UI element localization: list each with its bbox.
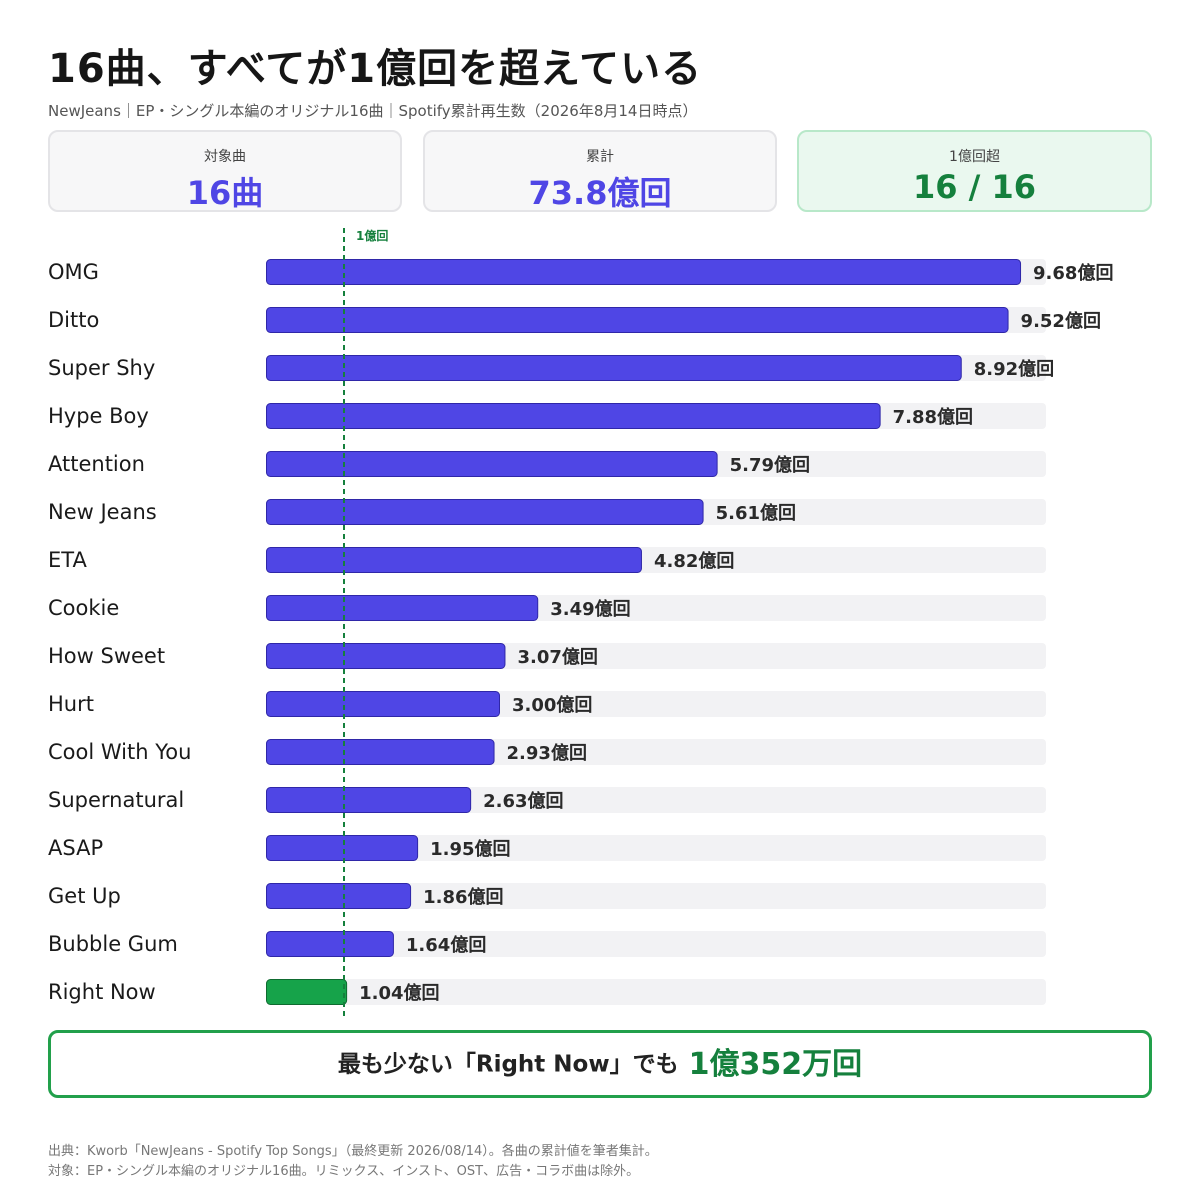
- category-label: Supernatural: [48, 788, 184, 812]
- bar: [266, 931, 394, 957]
- category-label: Bubble Gum: [48, 932, 178, 956]
- reference-label: 1億回: [356, 228, 388, 243]
- bar-track: [266, 835, 1046, 861]
- value-label: 4.82億回: [654, 550, 734, 572]
- callout-text: 最も少ない「Right Now」でも: [337, 1051, 679, 1078]
- value-label: 2.93億回: [507, 742, 587, 764]
- bar: [266, 595, 539, 621]
- category-label: Super Shy: [48, 356, 155, 380]
- source-note: 出典：Kworb「NewJeans - Spotify Top Songs」（最…: [48, 1144, 658, 1159]
- page-title: 16曲、すべてが1億回を超えている: [48, 46, 703, 92]
- card-total-streams-value: 73.8億回: [528, 174, 672, 212]
- bar-track: [266, 931, 1046, 957]
- page-subtitle: NewJeans｜EP・シングル本編のオリジナル16曲｜Spotify累計再生数…: [48, 102, 698, 120]
- card-total-streams-label: 累計: [586, 149, 614, 165]
- bar: [266, 787, 472, 813]
- bar: [266, 403, 881, 429]
- bar: [266, 643, 506, 669]
- card-track-count: 対象曲 16曲: [48, 130, 402, 212]
- bar: [266, 355, 962, 381]
- value-label: 9.68億回: [1033, 262, 1113, 284]
- bar: [266, 307, 1009, 333]
- value-label: 2.63億回: [483, 790, 563, 812]
- category-label: Hype Boy: [48, 404, 149, 428]
- summary-cards: 対象曲 16曲 累計 73.8億回 1億回超 16 / 16: [48, 130, 1152, 214]
- value-label: 1.04億回: [359, 982, 439, 1004]
- bar-chart: OMG 9.68億回 Ditto 9.52億回 Super Shy 8.92億回 Hype …: [48, 228, 1113, 1017]
- category-label: New Jeans: [48, 500, 157, 524]
- value-label: 1.86億回: [423, 886, 503, 908]
- category-label: How Sweet: [48, 644, 165, 668]
- value-label: 1.64億回: [406, 934, 486, 956]
- value-label: 3.49億回: [550, 598, 630, 620]
- value-label: 3.07億回: [517, 646, 597, 668]
- category-label: Get Up: [48, 884, 121, 908]
- category-label: Ditto: [48, 308, 99, 332]
- card-track-count-label: 対象曲: [204, 149, 246, 165]
- card-over-100m: 1億回超 16 / 16: [797, 130, 1152, 212]
- bar: [266, 835, 419, 861]
- category-label: ETA: [48, 548, 87, 572]
- category-label: Cookie: [48, 596, 119, 620]
- category-label: Attention: [48, 452, 145, 476]
- bar-track: [266, 979, 1046, 1005]
- value-label: 5.79億回: [730, 454, 810, 476]
- card-over-100m-label: 1億回超: [949, 149, 1000, 165]
- bar: [266, 739, 495, 765]
- value-label: 8.92億回: [974, 358, 1054, 380]
- card-over-100m-value: 16 / 16: [912, 168, 1037, 206]
- bar: [266, 547, 642, 573]
- value-label: 5.61億回: [716, 502, 796, 524]
- bar: [266, 883, 412, 909]
- category-label: ASAP: [48, 836, 103, 860]
- category-label: Hurt: [48, 692, 94, 716]
- card-total-streams: 累計 73.8億回: [423, 130, 777, 212]
- category-label: OMG: [48, 260, 99, 284]
- value-label: 1.95億回: [430, 838, 510, 860]
- category-label: Cool With You: [48, 740, 191, 764]
- category-label: Right Now: [48, 980, 156, 1004]
- bar: [266, 451, 718, 477]
- callout-value: 1億352万回: [688, 1046, 863, 1082]
- callout-box: 最も少ない「Right Now」でも 1億352万回: [48, 1030, 1152, 1098]
- value-label: 3.00億回: [512, 694, 592, 716]
- bar: [266, 259, 1022, 285]
- card-track-count-value: 16曲: [186, 174, 264, 212]
- bar: [266, 691, 500, 717]
- bar: [266, 499, 704, 525]
- bar-track: [266, 883, 1046, 909]
- bar: [266, 979, 348, 1005]
- value-label: 9.52億回: [1021, 310, 1101, 332]
- scope-note: 対象：EP・シングル本編のオリジナル16曲。リミックス、インスト、OST、広告・…: [48, 1164, 640, 1179]
- value-label: 7.88億回: [893, 406, 973, 428]
